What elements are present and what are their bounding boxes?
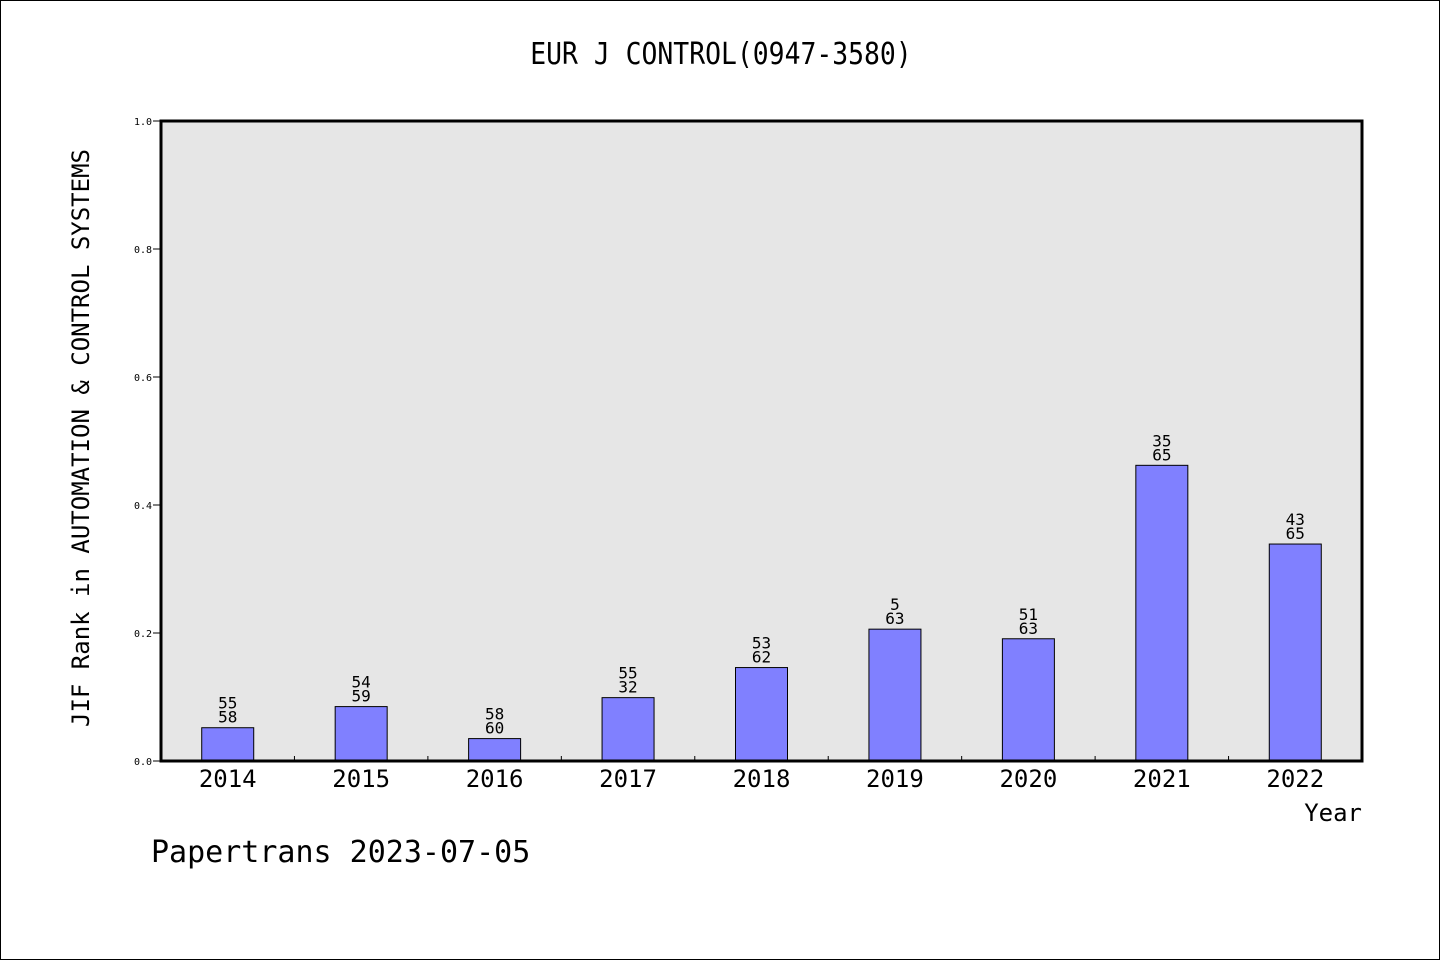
axes-layer: 2014 2015 2016 2017 2018 2019 2020 2021 2022 0.0 0… xyxy=(134,117,1324,793)
bar-label-top-2016: 58 xyxy=(485,705,504,724)
bar-label-bottom-2017: 32 xyxy=(618,678,637,697)
bar-label-top-2014: 55 xyxy=(218,694,237,713)
bar-label-bottom-2021: 65 xyxy=(1152,445,1171,464)
bar-label-top-2020: 51 xyxy=(1019,605,1038,624)
y-axis-label: JIF Rank in AUTOMATION & CONTROL SYSTEMS xyxy=(67,149,95,727)
bar-2014 xyxy=(201,727,255,762)
bar-label-bottom-2020: 63 xyxy=(1019,619,1038,638)
x-tick-label-2014: 2014 xyxy=(199,765,257,793)
y-tick-label-0.8: 0.8 xyxy=(134,245,152,256)
bar-2020 xyxy=(1001,638,1055,762)
bar-label-bottom-2022: 65 xyxy=(1286,524,1305,543)
x-tick-label-2016: 2016 xyxy=(466,765,524,793)
bar-label-top-2022: 43 xyxy=(1286,510,1305,529)
y-tick-label-1.0: 1.0 xyxy=(134,117,152,128)
y-tick-label-0.0: 0.0 xyxy=(134,757,152,768)
bar-label-bottom-2016: 60 xyxy=(485,719,504,738)
y-tick-label-0.6: 0.6 xyxy=(134,373,152,384)
bar-label-bottom-2019: 63 xyxy=(885,609,904,628)
chart-title: EUR J CONTROL(0947-3580) xyxy=(530,37,912,72)
bar-2018 xyxy=(735,667,788,762)
x-tick-label-2021: 2021 xyxy=(1133,765,1191,793)
x-tick-label-2015: 2015 xyxy=(332,765,390,793)
x-axis-label: Year xyxy=(1304,799,1362,827)
bar-2017 xyxy=(601,697,655,762)
x-tick-label-2017: 2017 xyxy=(599,765,657,793)
x-tick-label-2020: 2020 xyxy=(999,765,1057,793)
bar-label-top-2021: 35 xyxy=(1152,431,1171,450)
plot-frame xyxy=(159,119,1364,763)
bars-layer xyxy=(201,464,1322,762)
bar-label-bottom-2015: 59 xyxy=(352,687,371,706)
bar-label-bottom-2018: 62 xyxy=(752,648,771,667)
bar-label-top-2017: 55 xyxy=(618,664,637,683)
bar-label-bottom-2014: 58 xyxy=(218,708,237,727)
bar-2015 xyxy=(334,706,388,762)
bar-label-top-2018: 53 xyxy=(752,634,771,653)
bar-2021 xyxy=(1135,464,1189,762)
x-tick-label-2018: 2018 xyxy=(733,765,791,793)
bar-label-top-2019: 5 xyxy=(890,595,900,614)
y-tick-label-0.4: 0.4 xyxy=(134,501,152,512)
bar-2016 xyxy=(468,738,522,762)
bar-2019 xyxy=(868,628,922,762)
bar-label-top-2015: 54 xyxy=(352,673,371,692)
y-tick-label-0.2: 0.2 xyxy=(134,629,152,640)
bar-2022 xyxy=(1268,543,1322,762)
footer-source-date: Papertrans 2023-07-05 xyxy=(151,835,531,870)
x-tick-label-2019: 2019 xyxy=(866,765,924,793)
x-tick-label-2022: 2022 xyxy=(1266,765,1324,793)
